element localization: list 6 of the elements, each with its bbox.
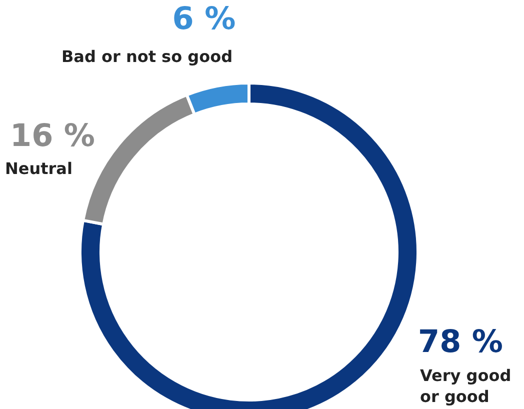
slice-label: Bad or not so good: [61, 47, 233, 66]
data-label: 6 %: [172, 1, 236, 37]
data-label: 16 %: [10, 118, 95, 154]
slice-label: Neutral: [5, 159, 72, 178]
slice-label: Very good or good: [420, 366, 512, 406]
data-label: 78 %: [418, 324, 503, 360]
